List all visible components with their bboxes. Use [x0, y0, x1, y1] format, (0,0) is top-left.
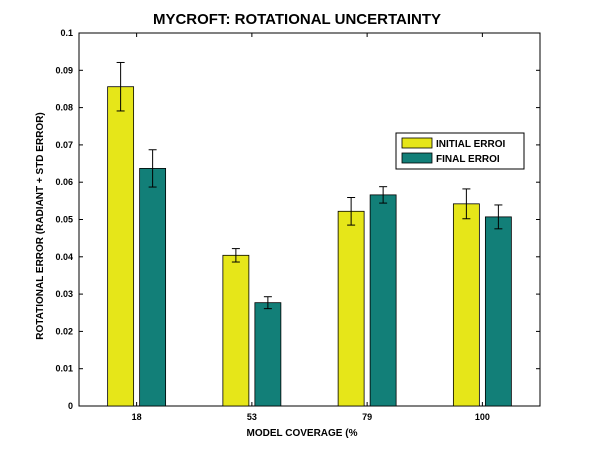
y-tick-label: 0.07	[55, 140, 73, 150]
x-tick-label: 79	[362, 412, 372, 422]
bar-initial	[107, 86, 135, 407]
x-axis-label: MODEL COVERAGE (%	[247, 428, 358, 439]
y-tick-label: 0.06	[55, 177, 73, 187]
bar-final	[254, 302, 282, 407]
y-axis-ticks: 0 0.01 0.02 0.03 0.04 0.05 0.06 0.07 0.08 0.09 0.1	[55, 28, 540, 411]
bar-final	[139, 167, 167, 407]
legend-swatch-initial	[401, 137, 433, 149]
legend-swatch-final	[401, 152, 433, 164]
y-tick-label: 0.08	[55, 103, 73, 113]
legend-label-initial: INITIAL ERROI	[436, 139, 505, 150]
x-tick-label: 18	[132, 412, 142, 422]
bar-initial	[222, 254, 250, 407]
y-tick-label: 0.1	[60, 28, 73, 38]
y-tick-label: 0.05	[55, 215, 73, 225]
y-tick-label: 0.01	[55, 364, 73, 374]
y-axis-label: ROTATIONAL ERROR (RADIANT + STD ERROR)	[35, 112, 46, 340]
y-tick-label: 0.04	[55, 252, 73, 262]
bar-final	[369, 194, 397, 407]
y-tick-label: 0.09	[55, 65, 73, 75]
bars	[107, 61, 512, 407]
x-axis-ticks: 18 53 79 100	[132, 33, 490, 422]
bar-final	[484, 216, 512, 407]
legend: INITIAL ERROI FINAL ERROI	[395, 132, 525, 170]
bar-initial	[337, 210, 365, 407]
y-tick-label: 0	[68, 401, 73, 411]
y-tick-label: 0.03	[55, 289, 73, 299]
chart-title: MYCROFT: ROTATIONAL UNCERTAINTY	[153, 11, 441, 28]
x-tick-label: 100	[475, 412, 490, 422]
bar-initial	[452, 203, 480, 407]
legend-label-final: FINAL ERROI	[436, 154, 500, 165]
y-tick-label: 0.02	[55, 326, 73, 336]
x-tick-label: 53	[247, 412, 257, 422]
